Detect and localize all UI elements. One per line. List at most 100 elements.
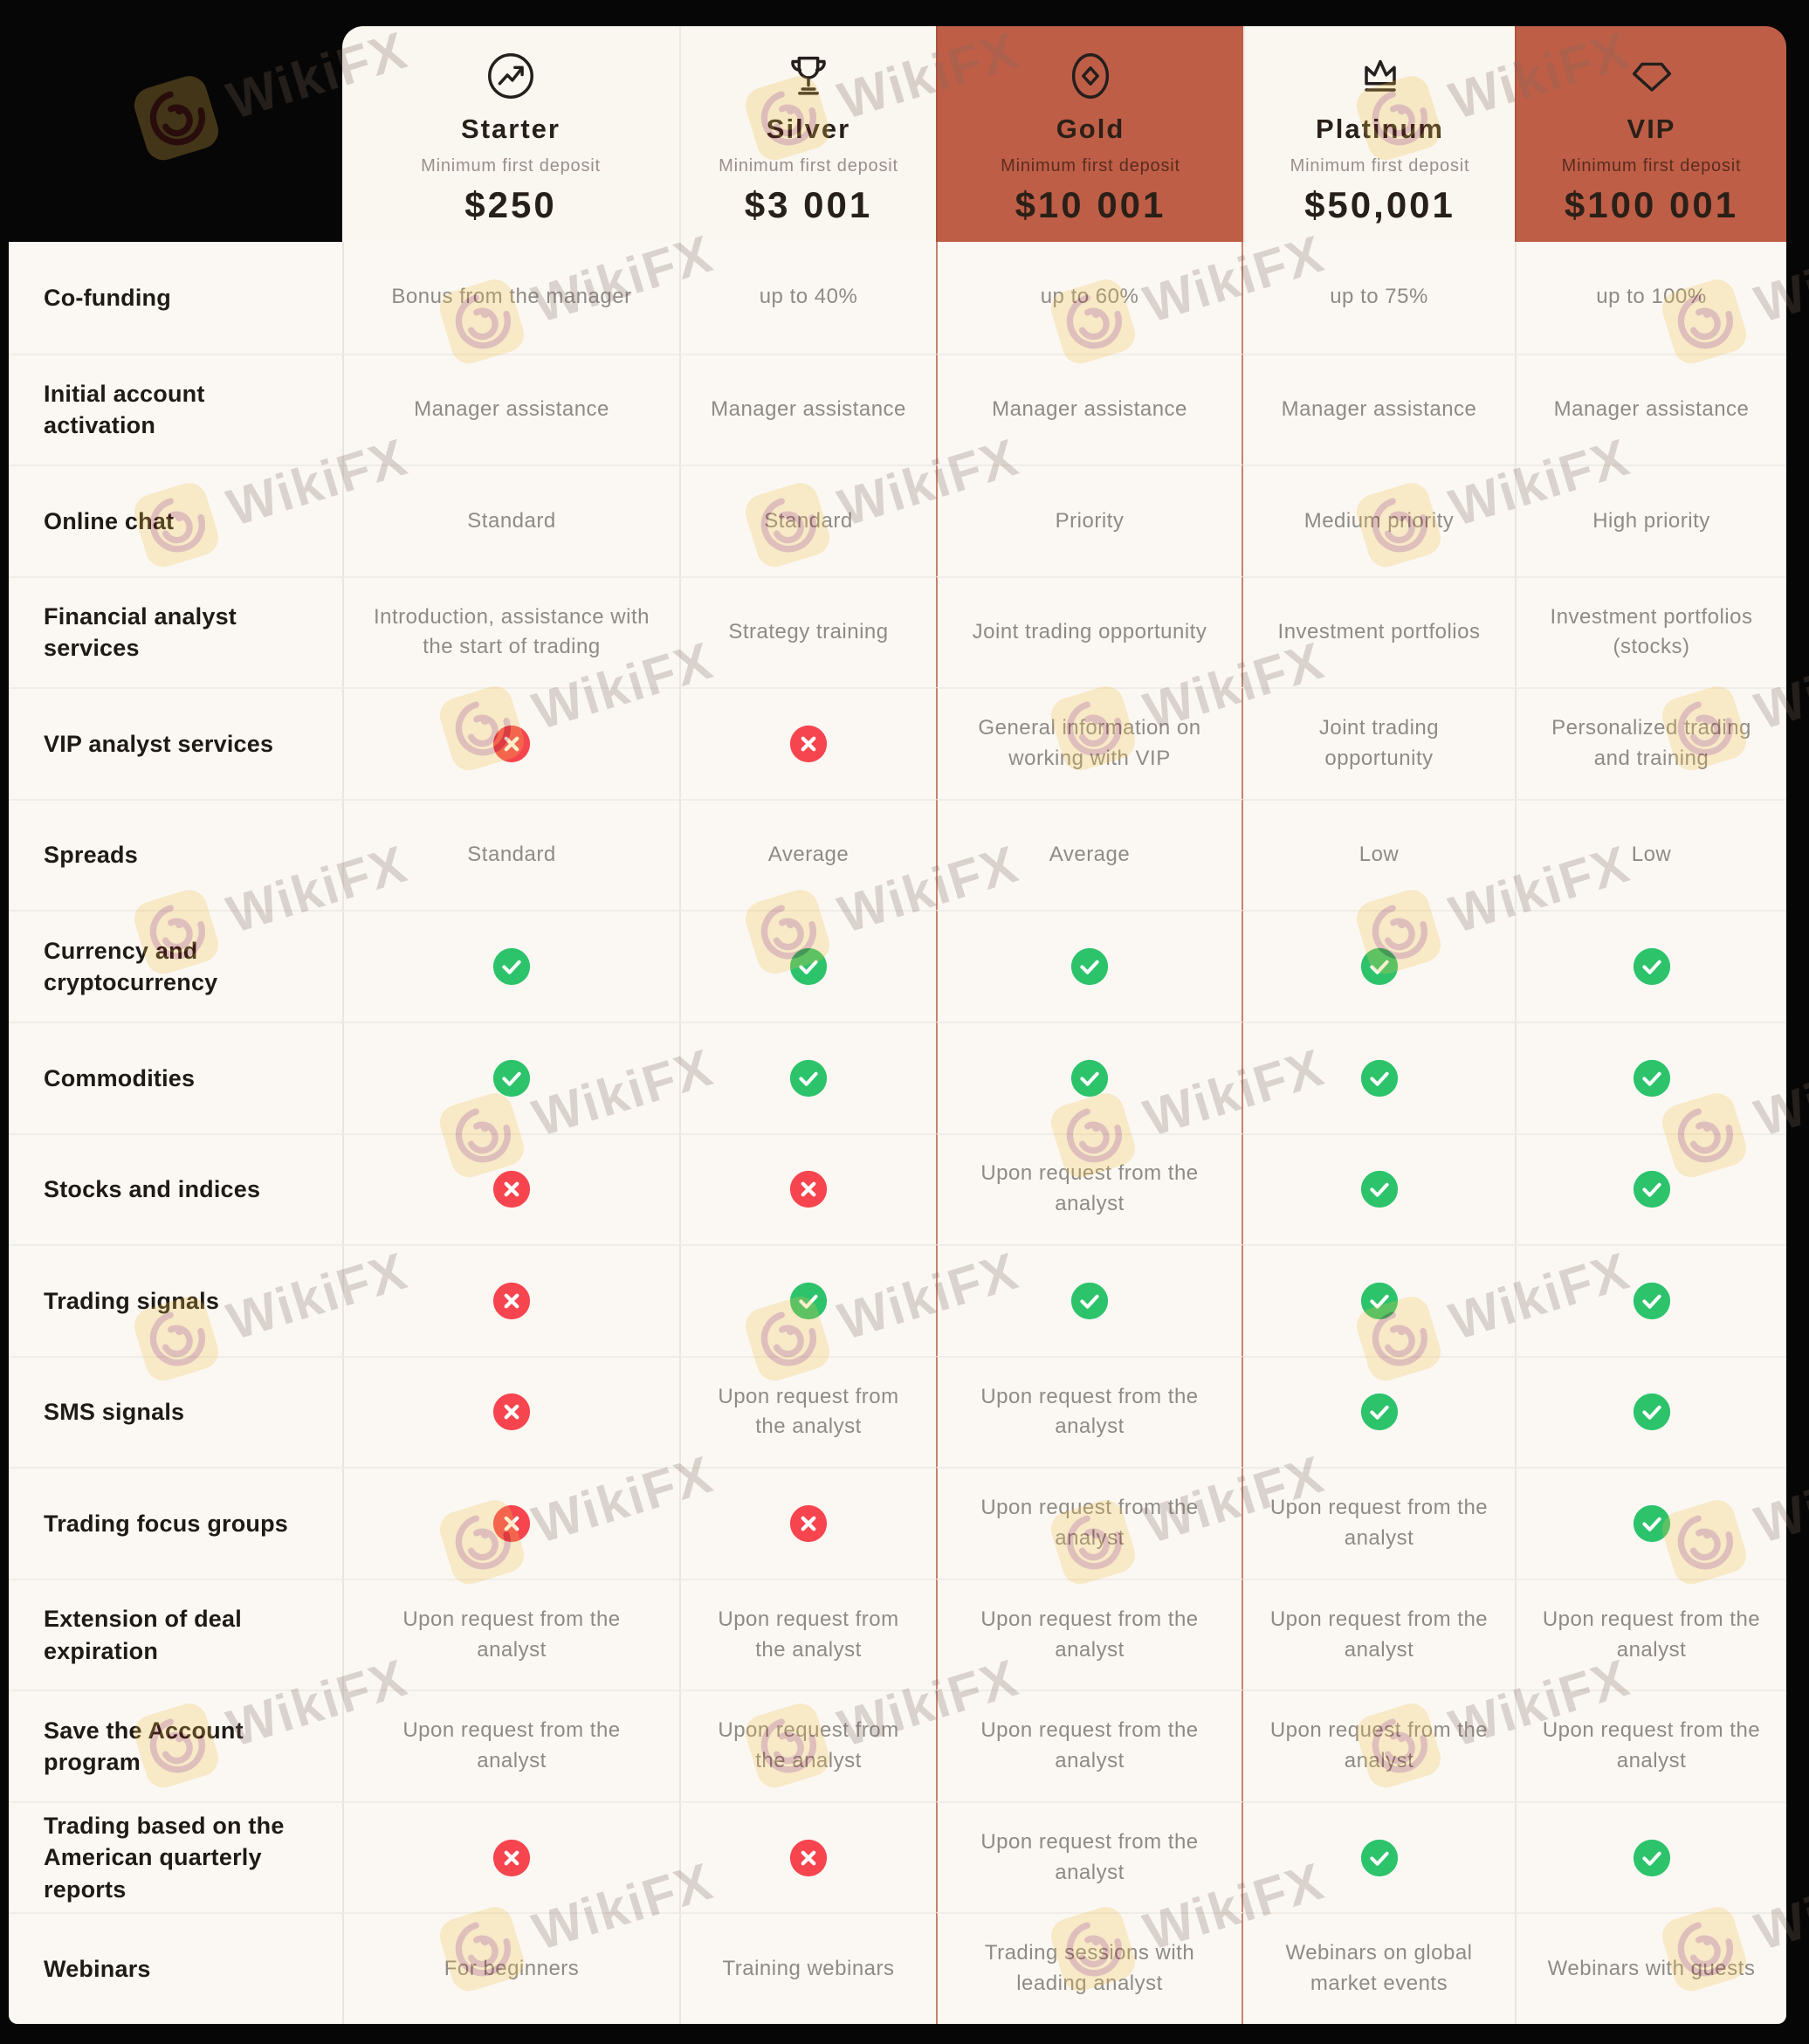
feature-value: Low	[1631, 843, 1672, 867]
feature-cell: Upon request from the analyst	[342, 1690, 679, 1801]
feature-label-cell: Trading focus groups	[9, 1467, 342, 1579]
feature-cell	[342, 1132, 679, 1245]
feature-value: Medium priority	[1303, 508, 1455, 533]
feature-cell	[342, 1355, 679, 1468]
cross-icon	[492, 1169, 532, 1209]
feature-label-cell: Trading based on the American quarterly …	[9, 1800, 342, 1913]
feature-label: Spreads	[44, 842, 138, 869]
feature-label: Trading focus groups	[44, 1510, 289, 1537]
feature-cell: Upon request from the analyst	[679, 1690, 936, 1801]
feature-value: Upon request from the analyst	[718, 1607, 899, 1662]
feature-value: High priority	[1592, 508, 1710, 533]
feature-value: up to 60%	[1040, 285, 1139, 309]
check-icon	[492, 1058, 532, 1098]
feature-cell	[679, 1467, 936, 1579]
check-icon	[1632, 1392, 1672, 1432]
feature-value: Upon request from the analyst	[1269, 1496, 1489, 1550]
feature-value: up to 75%	[1330, 285, 1428, 309]
feature-label: Initial account activation	[44, 380, 205, 439]
feature-cell: Investment portfolios (stocks)	[1515, 575, 1786, 688]
feature-cell: General information on working with VIP	[936, 687, 1243, 799]
feature-cell	[1515, 1244, 1786, 1356]
tier-column-header-gold: Gold Minimum first deposit $10 001	[936, 26, 1243, 242]
feature-value: Manager assistance	[992, 396, 1187, 421]
check-icon	[788, 1058, 829, 1098]
check-icon	[1632, 1281, 1672, 1321]
feature-value: Manager assistance	[414, 396, 609, 421]
tier-deposit-label: Minimum first deposit	[1290, 156, 1470, 175]
tier-column-header-starter: Starter Minimum first deposit $250	[342, 26, 679, 242]
trend-up-circle-icon	[484, 49, 538, 103]
feature-cell: Manager assistance	[1515, 353, 1786, 465]
feature-cell	[342, 1800, 679, 1913]
feature-value: Upon request from the analyst	[980, 1161, 1199, 1216]
feature-row: Trading based on the American quarterly …	[9, 1800, 1786, 1913]
tier-deposit-amount: $10 001	[1015, 184, 1166, 225]
feature-value: Upon request from the analyst	[1269, 1607, 1489, 1662]
feature-cell: Upon request from the analyst	[1243, 1467, 1515, 1579]
feature-label-cell: Currency and cryptocurrency	[9, 910, 342, 1022]
feature-label: Stocks and indices	[44, 1176, 261, 1203]
feature-cell: Manager assistance	[342, 353, 679, 465]
feature-cell: High priority	[1515, 465, 1786, 576]
feature-cell: Trading sessions with leading analyst	[936, 1912, 1243, 2024]
feature-cell	[1515, 1132, 1786, 1245]
feature-row: Stocks and indices Upon request from the …	[9, 1132, 1786, 1245]
feature-cell: Strategy training	[679, 575, 936, 688]
features-table-body: Co-funding Bonus from the manager up to 40…	[9, 242, 1786, 2024]
feature-cell	[1515, 1467, 1786, 1579]
check-icon	[1632, 1058, 1672, 1098]
feature-cell: up to 75%	[1243, 242, 1515, 354]
feature-value: Joint trading opportunity	[1318, 716, 1440, 771]
feature-label: Co-funding	[44, 284, 171, 311]
feature-row: Initial account activation Manager assist…	[9, 353, 1786, 465]
check-icon	[1359, 1281, 1400, 1321]
feature-value: Manager assistance	[1553, 396, 1750, 421]
feature-cell: Bonus from the manager	[342, 242, 679, 354]
feature-row: Spreads Standard Average Average Low Low	[9, 798, 1786, 911]
check-icon	[1359, 946, 1400, 987]
feature-cell	[936, 1244, 1243, 1356]
check-icon	[1070, 1058, 1110, 1098]
diamond-icon	[1625, 49, 1679, 103]
feature-label: Trading signals	[44, 1287, 220, 1314]
tier-deposit-amount: $250	[464, 184, 557, 225]
feature-cell: Introduction, assistance with the start …	[342, 575, 679, 688]
feature-cell	[1243, 1244, 1515, 1356]
feature-value: Upon request from the analyst	[980, 1384, 1199, 1439]
feature-label: Save the Account program	[44, 1717, 244, 1776]
feature-label: Online chat	[44, 507, 175, 534]
feature-label-cell: Stocks and indices	[9, 1132, 342, 1245]
feature-row: Commodities	[9, 1021, 1786, 1133]
check-icon	[1359, 1058, 1400, 1098]
check-icon	[788, 1281, 829, 1321]
feature-cell	[1243, 1800, 1515, 1913]
feature-value: Joint trading opportunity	[972, 620, 1207, 644]
feature-value: Upon request from the analyst	[718, 1718, 899, 1773]
feature-label-cell: VIP analyst services	[9, 687, 342, 799]
feature-value: Average	[767, 843, 849, 867]
feature-cell	[679, 1800, 936, 1913]
feature-label: SMS signals	[44, 1399, 185, 1426]
feature-cell: Upon request from the analyst	[1515, 1690, 1786, 1801]
feature-label-cell: Spreads	[9, 798, 342, 911]
feature-label: Financial analyst services	[44, 603, 237, 662]
feature-row: SMS signals Upon request from the analyst…	[9, 1355, 1786, 1468]
feature-cell: Manager assistance	[1243, 353, 1515, 465]
feature-cell: Webinars with guests	[1515, 1912, 1786, 2024]
check-icon	[1359, 1392, 1400, 1432]
check-icon	[1632, 1504, 1672, 1544]
feature-cell	[1243, 1355, 1515, 1468]
feature-value: up to 40%	[759, 285, 858, 309]
feature-value: Upon request from the analyst	[980, 1718, 1199, 1773]
feature-cell	[936, 1021, 1243, 1133]
feature-cell: up to 60%	[936, 242, 1243, 354]
feature-label-cell: SMS signals	[9, 1355, 342, 1468]
feature-value: Upon request from the analyst	[980, 1496, 1199, 1550]
feature-value: Training webinars	[722, 1956, 895, 1980]
feature-value: Webinars with guests	[1547, 1956, 1756, 1980]
header-corner	[9, 26, 342, 242]
feature-value: Standard	[467, 508, 556, 533]
feature-cell	[1515, 1800, 1786, 1913]
feature-cell	[1243, 910, 1515, 1022]
